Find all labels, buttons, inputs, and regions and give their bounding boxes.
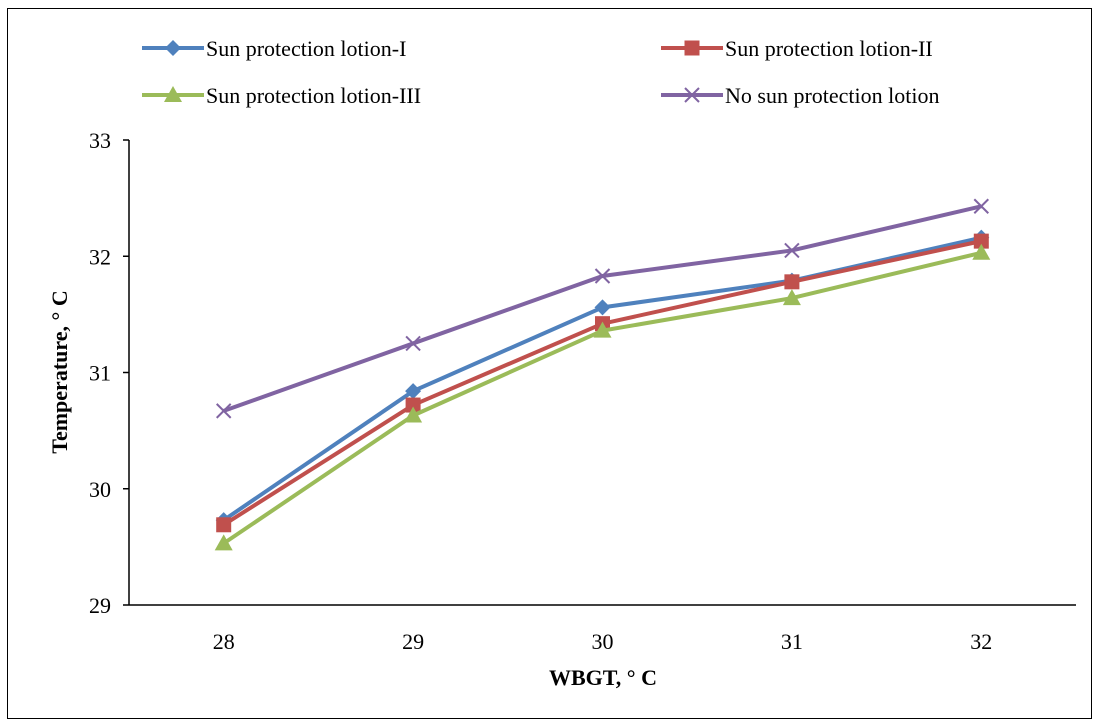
- data-point: [594, 299, 611, 316]
- data-point: [405, 397, 421, 413]
- series-line: [222, 250, 982, 546]
- chart-frame: [7, 8, 1092, 719]
- series-line: [222, 239, 982, 527]
- x-axis-title: WBGT, ° C: [549, 665, 657, 690]
- axes: [128, 140, 1076, 606]
- legend-label: No sun protection lotion: [725, 83, 939, 108]
- data-point: [215, 403, 232, 419]
- y-tick-labels: 29 30 31 32 33: [89, 128, 129, 618]
- legend: Sun protection lotion-I Sun protection lo…: [142, 36, 939, 108]
- data-point: [405, 383, 422, 400]
- legend-label: Sun protection lotion-II: [725, 36, 933, 61]
- data-point: [784, 274, 800, 290]
- data-point: [594, 268, 611, 284]
- data-point: [784, 242, 800, 259]
- legend-marker: [164, 86, 182, 102]
- legend-marker: [165, 40, 181, 56]
- y-tick-label: 33: [89, 128, 111, 153]
- y-axis-title: Temperature, ° C: [47, 290, 72, 453]
- data-point: [973, 233, 989, 249]
- y-tick-label: 32: [89, 244, 111, 269]
- y-tick-label: 31: [89, 361, 111, 386]
- series-3: [214, 243, 991, 551]
- legend-marker: [684, 40, 700, 56]
- y-tick-label: 29: [89, 593, 111, 618]
- x-tick-label: 31: [781, 629, 803, 654]
- y-tick-label: 30: [89, 477, 111, 502]
- data-point: [972, 243, 991, 260]
- legend-item: No sun protection lotion: [661, 83, 939, 108]
- data-point: [404, 406, 423, 423]
- legend-item: Sun protection lotion-II: [661, 36, 933, 61]
- data-point: [216, 517, 232, 533]
- x-tick-labels: 28 29 30 31 32: [213, 629, 993, 654]
- legend-marker: [684, 87, 700, 103]
- data-point: [782, 289, 801, 306]
- series-layer: [214, 198, 991, 551]
- data-point: [593, 321, 612, 338]
- data-point: [214, 534, 233, 551]
- series-4: [215, 198, 990, 419]
- x-tick-label: 28: [213, 629, 235, 654]
- legend-item: Sun protection lotion-I: [142, 36, 406, 61]
- x-tick-label: 32: [970, 629, 992, 654]
- data-point: [405, 335, 421, 352]
- x-tick-label: 29: [402, 629, 424, 654]
- x-tick-label: 30: [592, 629, 614, 654]
- legend-item: Sun protection lotion-III: [142, 83, 421, 108]
- legend-label: Sun protection lotion-III: [206, 83, 421, 108]
- data-point: [973, 198, 990, 214]
- legend-label: Sun protection lotion-I: [206, 36, 406, 61]
